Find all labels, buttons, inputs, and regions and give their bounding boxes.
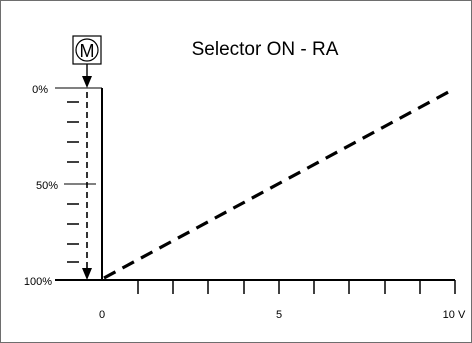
x-label-5: 5: [276, 309, 282, 321]
x-ticks: [137, 280, 456, 294]
x-label-0: 0: [99, 309, 105, 321]
scale-marks: [67, 101, 79, 263]
motor-arrow-head: [82, 76, 92, 88]
motor-icon: M: [72, 35, 102, 65]
diagram-title: Selector ON - RA: [192, 39, 339, 60]
motor-icon-label: M: [80, 41, 95, 61]
travel-arrow-head: [82, 268, 92, 280]
motor-icon-circle: [75, 38, 99, 62]
characteristic-line: [103, 87, 455, 280]
x-label-10v: 10 V: [443, 309, 466, 321]
y-label-0: 0%: [32, 84, 48, 96]
y-label-100: 100%: [24, 276, 52, 288]
y-label-50: 50%: [36, 180, 58, 192]
